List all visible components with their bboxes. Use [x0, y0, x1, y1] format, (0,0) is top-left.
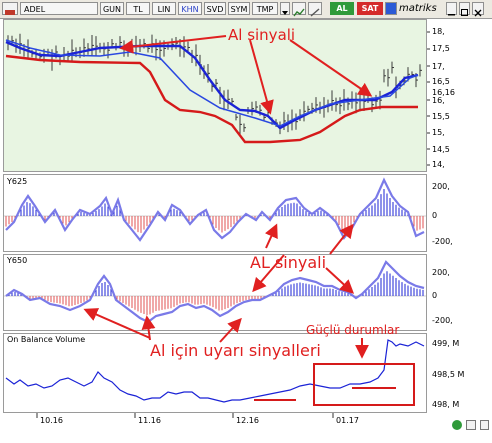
price-tick: 17,5 — [432, 44, 450, 53]
price-tick: 16, — [432, 96, 445, 105]
y625-title: Y625 — [7, 177, 28, 186]
annotation-arrows — [83, 35, 373, 359]
svd-button[interactable]: SVD — [204, 2, 226, 15]
sym-button[interactable]: SYM — [228, 2, 250, 15]
draw-tool-icon[interactable] — [308, 2, 322, 17]
red-stop-line — [5, 54, 418, 144]
currency-button[interactable]: TL — [126, 2, 150, 15]
maximize-icon[interactable] — [459, 2, 470, 16]
x-tick: 12.16 — [236, 416, 259, 425]
price-last-tick: 16,16 — [432, 88, 455, 97]
y650-panel[interactable] — [3, 254, 427, 331]
obv-title: On Balance Volume — [7, 335, 86, 344]
y625-panel[interactable] — [3, 174, 427, 252]
zoom-icon[interactable] — [466, 420, 476, 430]
annotation-uyari: Al için uyarı sinyalleri — [150, 341, 321, 360]
period-button[interactable]: GUN — [100, 2, 124, 15]
y650-tick: 0 — [432, 291, 438, 300]
minimize-icon[interactable] — [446, 2, 457, 16]
price-tick: 17, — [432, 62, 445, 71]
x-tick: 10.16 — [40, 416, 63, 425]
y650-histogram — [8, 271, 424, 316]
annotation-guclu: Güçlü durumlar — [306, 323, 399, 337]
y650-line — [5, 260, 425, 324]
y625-line — [5, 177, 425, 242]
obv-tick: 499, M — [432, 339, 460, 348]
brand-logo: matriks — [399, 3, 437, 14]
y625-histogram — [5, 189, 424, 233]
y625-tick: -200, — [432, 237, 453, 246]
linear-scale-button[interactable]: LIN — [152, 2, 176, 15]
toolbar: ADEL GUN TL LIN KHN SVD SYM TMP AL SAT m… — [0, 0, 492, 19]
khn-button[interactable]: KHN — [178, 2, 202, 15]
close-icon[interactable] — [472, 2, 484, 17]
y625-tick: 200, — [432, 182, 450, 191]
sell-button[interactable]: SAT — [357, 2, 383, 15]
dropdown-icon[interactable] — [280, 2, 290, 15]
scroll-icon[interactable] — [480, 420, 489, 430]
price-tick: 15,5 — [432, 112, 450, 121]
obv-line — [5, 339, 425, 403]
chart-type-icon[interactable] — [292, 2, 306, 17]
price-tick: 16,5 — [432, 77, 450, 86]
tmp-button[interactable]: TMP — [252, 2, 278, 15]
price-tick: 18, — [432, 27, 445, 36]
buy-button[interactable]: AL — [330, 2, 354, 15]
price-tick: 14, — [432, 160, 445, 169]
obv-tick: 498,5 M — [432, 370, 465, 379]
y650-tick: 200, — [432, 268, 450, 277]
x-tick: 11.16 — [138, 416, 161, 425]
strong-zone-box — [313, 363, 415, 406]
price-bars — [7, 33, 422, 135]
y650-title: Y650 — [7, 256, 28, 265]
x-tick: 01.17 — [336, 416, 359, 425]
price-tick: 14,5 — [432, 145, 450, 154]
blue-trend-line-thin — [5, 39, 419, 127]
obv-panel[interactable] — [3, 333, 427, 413]
refresh-icon[interactable] — [452, 420, 462, 430]
symbol-field[interactable]: ADEL — [20, 2, 98, 15]
obv-tick: 498, M — [432, 400, 460, 409]
menu-icon[interactable] — [2, 2, 18, 15]
y625-tick: 0 — [432, 211, 438, 220]
settings-icon[interactable] — [385, 2, 397, 15]
y650-tick: -200, — [432, 316, 453, 325]
price-tick: 15, — [432, 128, 445, 137]
annotation-al-sinyali-top: Al sinyali — [228, 26, 295, 44]
annotation-al-sinyali-mid: AL sinyali — [250, 253, 326, 272]
